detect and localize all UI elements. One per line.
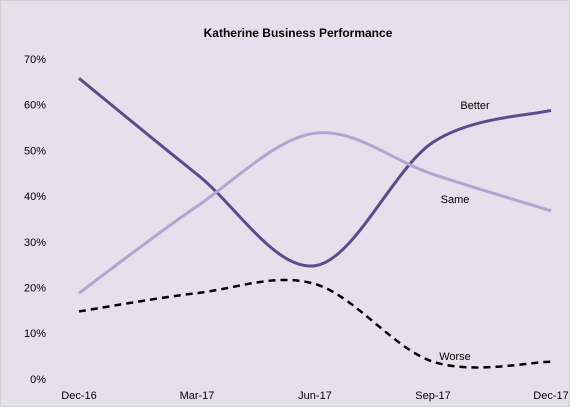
x-tick-label: Jun-17 [298, 390, 332, 402]
x-tick-label: Sep-17 [415, 390, 450, 402]
x-tick-label: Mar-17 [180, 390, 215, 402]
y-tick-label: 10% [24, 328, 46, 340]
y-tick-label: 70% [24, 54, 46, 66]
x-tick-label: Dec-17 [533, 390, 568, 402]
series-line [78, 77, 552, 268]
y-tick-label: 20% [24, 282, 46, 294]
series-line [78, 131, 552, 295]
y-tick-label: 60% [24, 100, 46, 112]
y-tick-label: 50% [24, 145, 46, 157]
chart-title: Katherine Business Performance [204, 26, 393, 40]
series-line [78, 278, 552, 369]
series-label: Worse [439, 351, 471, 363]
series-label: Same [441, 194, 470, 206]
series-label: Better [460, 100, 490, 112]
y-tick-label: 40% [24, 191, 46, 203]
x-tick-label: Dec-16 [61, 390, 96, 402]
y-tick-label: 30% [24, 237, 46, 249]
y-tick-label: 0% [30, 374, 46, 386]
